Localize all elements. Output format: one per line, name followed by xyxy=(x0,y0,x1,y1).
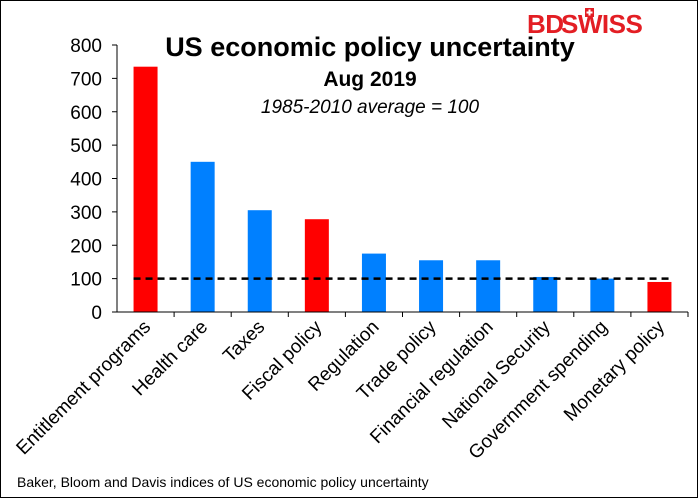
logo-swiss: SWISS xyxy=(561,9,642,38)
bar xyxy=(476,260,501,312)
chart-subtitle: Aug 2019 xyxy=(323,68,417,91)
y-tick-label: 300 xyxy=(70,203,102,224)
y-tick-label: 200 xyxy=(70,236,102,257)
x-tick-label: Taxes xyxy=(219,317,269,367)
bar xyxy=(133,66,158,312)
y-tick-label: 600 xyxy=(70,103,102,124)
bar xyxy=(361,253,386,312)
bdswiss-logo: BD SWISS xyxy=(527,8,677,39)
bars xyxy=(133,66,672,312)
y-tick-label: 800 xyxy=(70,36,102,57)
source-note: Baker, Bloom and Davis indices of US eco… xyxy=(17,474,429,490)
bar xyxy=(533,276,558,312)
y-axis: 0 100 200 300 400 500 600 700 800 xyxy=(70,36,118,324)
y-tick-label: 400 xyxy=(70,170,102,191)
bar xyxy=(304,219,329,312)
y-tick-label: 0 xyxy=(91,303,102,324)
bar xyxy=(419,260,444,312)
bar xyxy=(247,210,272,312)
y-tick-label: 500 xyxy=(70,136,102,157)
swiss-cross-icon xyxy=(585,8,594,17)
chart-note: 1985-2010 average = 100 xyxy=(260,97,480,118)
y-tick-label: 700 xyxy=(70,69,102,90)
bar xyxy=(647,281,672,312)
y-tick-label: 100 xyxy=(70,270,102,291)
bar xyxy=(190,161,215,312)
logo-bd: BD xyxy=(527,9,564,38)
x-tick-label: Monetary policy xyxy=(560,316,669,425)
bdswiss-logo-mark: BD SWISS xyxy=(527,8,643,39)
chart-title: US economic policy uncertainty xyxy=(165,32,575,62)
bar xyxy=(590,278,615,312)
